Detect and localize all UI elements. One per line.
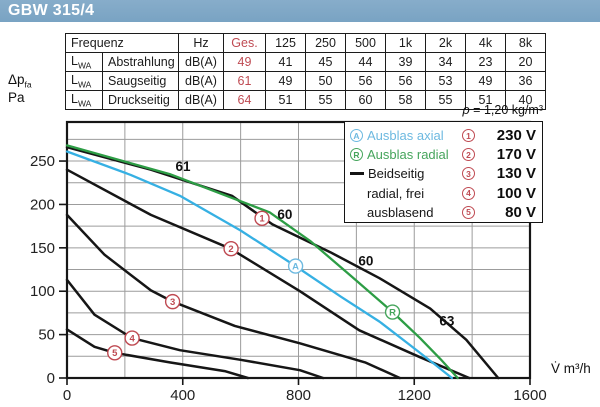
legend-curve-types: A Ausblas axial R Ausblas radial Beidsei… [350,126,462,222]
svg-text:4: 4 [129,333,135,344]
svg-text:3: 3 [170,297,175,308]
svg-text:5: 5 [112,348,118,359]
curve-marker-3: 3 [164,293,181,310]
cell-value: 55 [305,90,346,110]
curve-marker-1: 1 [254,210,270,227]
legend-item-beidseitig-line3: ausblasend [367,204,434,220]
circled-4-icon: 4 [462,186,475,200]
y-tick-label: 250 [30,153,55,170]
svg-text:A: A [292,261,299,272]
y-tick-label: 0 [47,370,55,387]
row-name: Saugseitig [102,71,179,91]
voltage-row-4: 4 100 V [462,184,536,203]
circled-5-icon: 5 [462,205,475,219]
svg-text:2: 2 [228,244,233,255]
x-tick-label: 1200 [398,387,431,404]
noise-label: 60 [358,254,373,269]
row-name: Abstrahlung [102,52,179,72]
x-tick-label: 800 [286,387,311,404]
row-ges-value: 61 [223,71,266,91]
legend-voltages: 1 230 V 2 170 V 3 130 V 4 100 V 5 80 V [462,126,536,222]
circled-3-icon: 3 [462,167,475,181]
header-freq-8k: 8k [505,33,546,53]
noise-label: 61 [176,159,192,174]
curve-marker-a: A [287,258,304,274]
header-freq-500: 500 [345,33,386,53]
axis-tick-labels: 0 50 100 150 200 250 0 400 800 1200 1600 [30,153,547,404]
row-name: Druckseitig [102,90,179,110]
curve-markers: 1 2 3 45 A R [107,210,401,361]
legend-item-beidseitig: Beidseitig [350,164,462,183]
curve-ausblas-axial [65,150,454,380]
circled-1-icon: 1 [462,129,475,143]
curve-beidseitig-170v [65,168,471,380]
cell-value: 60 [345,90,386,110]
curve-marker-r: R [384,304,401,320]
axis-ticks [59,160,531,385]
noise-label: 60 [277,207,292,222]
row-ges-value: 64 [223,90,266,110]
chart-legend: A Ausblas axial R Ausblas radial Beidsei… [344,121,543,223]
legend-item-ausblas-radial: R Ausblas radial [350,145,462,164]
air-density-note: ρ = 1,20 kg/m³ [462,103,543,117]
curve-ausblas-radial [65,144,459,380]
curve-marker-5: 5 [107,345,123,361]
y-axis-title: Δpfa Pa [8,72,32,106]
line-sample-icon [350,172,364,176]
curve-marker-4: 4 [124,330,140,346]
row-unit: dB(A) [178,90,224,110]
curve-marker-2: 2 [223,240,239,257]
cell-value: 40 [505,90,546,110]
table-row-abstrahlung: LWA Abstrahlung dB(A) 49 41 45 44 39 34 … [65,52,546,72]
svg-text:1: 1 [259,214,265,225]
circled-r-icon: R [350,148,363,162]
curve-noise-labels: 61 60 60 63 [176,159,455,328]
x-tick-label: 1600 [513,387,546,404]
cell-value: 20 [505,52,546,72]
noise-label: 63 [439,314,455,329]
circled-2-icon: 2 [462,148,475,162]
curve-beidseitig-80v [65,328,250,380]
lwa-symbol: LWA [65,90,103,110]
page-title: GBW 315/4 [0,0,600,22]
curve-beidseitig-130v [65,213,402,380]
y-tick-label: 100 [30,283,55,300]
x-axis-title: V̇ m³/h [551,361,591,376]
y-tick-label: 50 [38,327,55,344]
x-tick-label: 400 [170,387,195,404]
x-tick-label: 0 [63,387,71,404]
table-row-druckseitig: LWA Druckseitig dB(A) 64 51 55 60 58 55 … [65,90,546,110]
voltage-row-1: 1 230 V [462,126,536,145]
sound-level-table: Frequenz Hz Ges. 125 250 500 1k 2k 4k 8k… [65,33,546,110]
cell-value: 34 [425,52,466,72]
svg-text:R: R [389,307,396,318]
legend-item-beidseitig-line2: radial, frei [367,185,425,201]
legend-item-ausblas-axial: A Ausblas axial [350,126,462,145]
y-tick-label: 200 [30,196,55,213]
voltage-row-2: 2 170 V [462,145,536,164]
y-tick-label: 150 [30,240,55,257]
voltage-row-5: 5 80 V [462,203,536,222]
voltage-row-3: 3 130 V [462,164,536,183]
table-row-saugseitig: LWA Saugseitig dB(A) 61 49 50 56 56 53 4… [65,71,546,91]
cell-value: 58 [385,90,426,110]
circled-a-icon: A [350,129,363,143]
curve-beidseitig-100v [65,278,325,380]
